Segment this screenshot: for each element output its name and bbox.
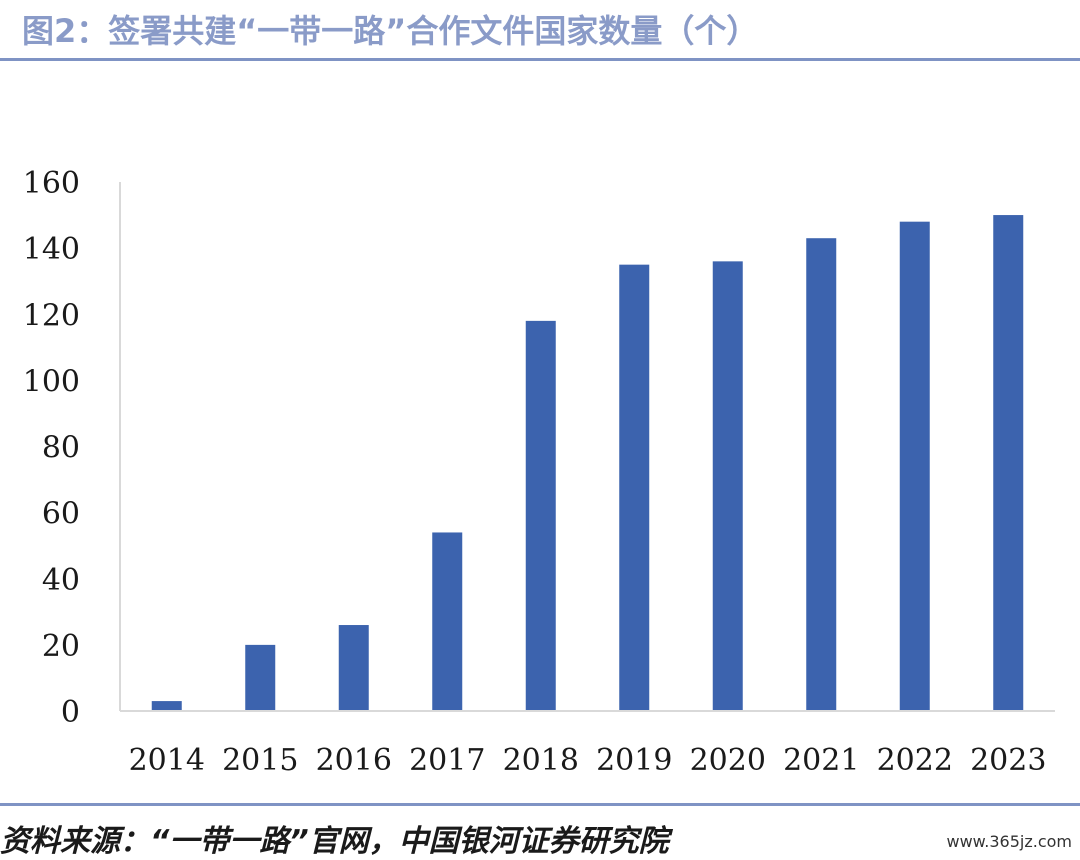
x-tick-label: 2018 [503,743,579,778]
y-tick-label: 140 [23,232,80,267]
y-tick-label: 20 [42,629,80,664]
bar-2019 [619,264,650,711]
bar-2020 [712,261,743,711]
x-tick-label: 2014 [129,743,205,778]
x-tick-label: 2015 [222,743,298,778]
source-note: 资料来源：“一带一路”官网，中国银河证券研究院 [0,824,669,859]
footer-divider [0,803,1080,806]
y-tick-label: 80 [42,431,80,466]
y-tick-label: 60 [42,497,80,532]
bar-2017 [432,532,463,711]
bar-2022 [899,221,930,712]
x-axis: 2014 2015 2016 2017 2018 2019 2020 2021 2022 2023 [120,710,1055,778]
y-tick-label: 160 [23,166,80,201]
bar-2021 [806,238,837,712]
watermark: www.365jz.com [946,832,1072,851]
x-tick-label: 2020 [690,743,766,778]
y-tick-label: 40 [42,563,80,598]
x-tick-label: 2023 [970,743,1046,778]
chart-title: 图2：签署共建“一带一路”合作文件国家数量（个） [22,12,759,50]
bar-2014 [151,701,182,711]
bar-2018 [525,320,556,711]
y-axis: 0 20 40 60 80 100 120 140 160 [23,166,121,730]
bar-2015 [245,644,276,711]
y-tick-label: 120 [23,298,80,333]
x-tick-label: 2021 [783,743,859,778]
bar-2016 [338,625,369,711]
y-tick-label: 100 [23,364,80,399]
x-tick-label: 2016 [316,743,392,778]
x-tick-label: 2017 [409,743,485,778]
bar-2023 [993,215,1024,711]
title-divider [0,58,1080,61]
y-tick-label: 0 [61,695,80,730]
x-tick-label: 2022 [877,743,953,778]
x-tick-label: 2019 [596,743,672,778]
bars [151,215,1024,712]
